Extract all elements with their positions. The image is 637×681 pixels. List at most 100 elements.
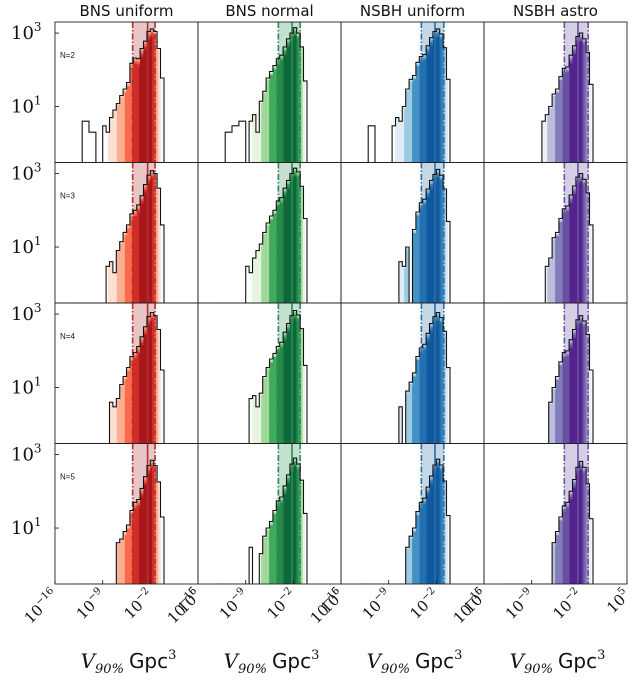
- y-tick-label: 103: [11, 20, 42, 44]
- histogram-outline: [218, 309, 308, 444]
- histogram-outline: [361, 28, 451, 163]
- credible-band: [132, 443, 156, 584]
- histogram-outline: [504, 315, 594, 444]
- histogram-outline: [218, 167, 308, 303]
- credible-band: [564, 162, 589, 303]
- x-tick-label: 10−2: [549, 585, 586, 622]
- x-tick-label: 10−16: [306, 585, 348, 627]
- x-axis-label: V90% Gpc3: [510, 648, 606, 677]
- histogram-layer: [283, 466, 297, 584]
- histogram-layer: [569, 181, 583, 303]
- panel: [483, 21, 628, 163]
- y-tick-label: 103: [11, 161, 42, 185]
- credible-band: [278, 303, 301, 444]
- panel: [483, 302, 628, 444]
- y-tick-label: 101: [11, 515, 42, 539]
- x-tick-label: 10−2: [406, 585, 443, 622]
- credible-band: [564, 22, 589, 163]
- x-tick-label: 10−9: [72, 585, 109, 622]
- credible-band: [421, 162, 444, 303]
- x-axis-label: V90% Gpc3: [224, 648, 320, 677]
- histogram-layer: [139, 468, 152, 584]
- y-tick-labels: 103 101 103 101 103 101 103 101: [11, 20, 59, 539]
- x-tick-label: 10−2: [120, 585, 157, 622]
- histogram-layer: [569, 469, 583, 584]
- credible-band: [421, 443, 444, 584]
- histogram-layer: [569, 323, 583, 444]
- panel: N=2: [54, 21, 199, 163]
- panel: [340, 443, 485, 585]
- column-title: BNS uniform: [80, 2, 174, 20]
- column-titles: BNS uniform BNS normal NSBH uniform NSBH as…: [80, 2, 598, 20]
- histogram-layer: [426, 177, 440, 303]
- histogram-layer: [569, 41, 583, 163]
- histogram-layer: [426, 320, 440, 444]
- panel: N=5: [54, 443, 199, 585]
- x-tick-label: 10−9: [215, 585, 252, 622]
- x-axis-label: V90% Gpc3: [367, 648, 463, 677]
- histogram-layer: [139, 37, 152, 163]
- credible-band: [564, 303, 589, 444]
- panel: [197, 21, 342, 163]
- panel-frame: [483, 443, 628, 585]
- panel: [483, 162, 628, 304]
- histogram-outline: [361, 458, 451, 584]
- credible-band: [278, 443, 301, 584]
- column-title: BNS normal: [225, 2, 313, 20]
- histogram-layer: [283, 318, 297, 444]
- histogram-layer: [283, 35, 297, 163]
- column-title: NSBH astro: [513, 2, 598, 20]
- panel: [340, 302, 485, 444]
- x-tick-label: 10−9: [358, 585, 395, 622]
- credible-band: [132, 162, 156, 303]
- histogram-layer: [426, 467, 440, 584]
- row-label: N=4: [60, 332, 75, 341]
- histogram-outline: [75, 311, 165, 444]
- x-tick-label: 10−16: [20, 585, 62, 627]
- row-label: N=2: [60, 51, 75, 60]
- panel: N=3: [54, 162, 199, 304]
- panel: [483, 443, 628, 585]
- histogram-layer: [139, 320, 152, 444]
- y-tick-label: 101: [11, 234, 42, 258]
- histogram-outline: [504, 32, 594, 163]
- y-tick-label: 101: [11, 94, 42, 118]
- histogram-layer: [426, 37, 440, 163]
- y-tick-label: 103: [11, 442, 42, 466]
- credible-band: [421, 22, 444, 163]
- credible-band: [564, 443, 589, 584]
- x-axis-labels: V90% Gpc3 V90% Gpc3 V90% Gpc3 V90% Gpc3: [81, 648, 606, 677]
- panel: [197, 162, 342, 304]
- panel: N=4: [54, 302, 199, 444]
- histogram-outline: [504, 173, 594, 303]
- x-tick-label: 10−16: [163, 585, 205, 627]
- credible-band: [421, 303, 444, 444]
- y-tick-label: 101: [11, 375, 42, 399]
- panel: [197, 302, 342, 444]
- x-axis-label: V90% Gpc3: [81, 648, 177, 677]
- x-tick-label: 105: [602, 585, 633, 616]
- credible-band: [132, 22, 156, 163]
- panel: [340, 21, 485, 163]
- histogram-outline: [75, 459, 165, 584]
- histogram-outline: [75, 170, 165, 303]
- row-label: N=5: [60, 473, 75, 482]
- panel: [340, 162, 485, 304]
- x-tick-label: 10−2: [263, 585, 300, 622]
- row-label: N=3: [60, 192, 75, 201]
- column-title: NSBH uniform: [360, 2, 465, 20]
- credible-band: [278, 162, 301, 303]
- credible-band: [278, 22, 301, 163]
- histogram-layer: [139, 178, 152, 303]
- histogram-outline: [361, 168, 451, 303]
- panels: N=2 N=3 N=4 N=5: [54, 21, 628, 585]
- histogram-outline: [504, 460, 594, 584]
- histogram-outline: [218, 27, 308, 163]
- panel: [197, 443, 342, 585]
- x-tick-label: 10−16: [449, 585, 491, 627]
- credible-band: [132, 303, 156, 444]
- histogram-layer: [283, 176, 297, 303]
- x-tick-label: 10−9: [501, 585, 538, 622]
